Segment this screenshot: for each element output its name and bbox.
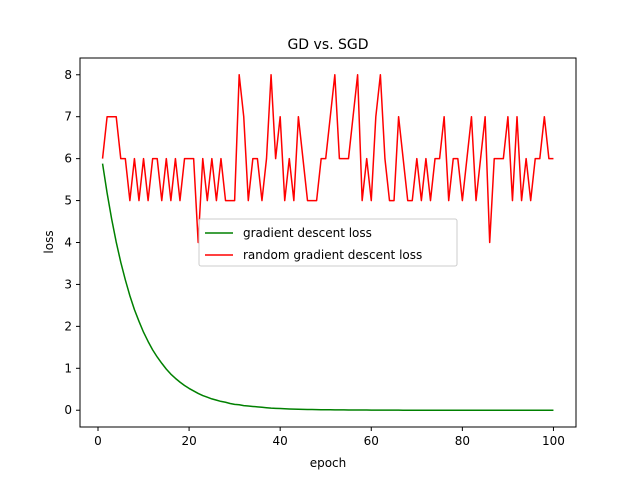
y-tick-label: 7 [64, 110, 72, 124]
chart-title: GD vs. SGD [287, 37, 368, 53]
axes-frame [79, 57, 577, 428]
series-line-gradient-descent [101, 163, 554, 411]
x-tick-label: 100 [542, 434, 565, 448]
x-axis: 0 20 40 60 80 100 [94, 427, 565, 448]
x-tick-label: 60 [364, 434, 379, 448]
x-axis-label: epoch [310, 456, 347, 470]
x-tick-label: 0 [94, 434, 102, 448]
y-tick-label: 8 [64, 68, 72, 82]
series-line-random-gradient-descent [101, 74, 554, 244]
y-axis-label: loss [42, 230, 56, 253]
y-tick-label: 1 [64, 361, 72, 375]
legend-box [198, 218, 458, 267]
x-tick-label: 40 [273, 434, 288, 448]
legend: gradient descent loss random gradient des… [198, 218, 458, 267]
y-tick-label: 4 [64, 236, 72, 250]
y-tick-label: 6 [64, 152, 72, 166]
x-tick-label: 80 [455, 434, 470, 448]
y-tick-label: 0 [64, 403, 72, 417]
series-lines [101, 74, 554, 411]
x-tick-label: 20 [181, 434, 196, 448]
legend-label: gradient descent loss [243, 226, 372, 240]
y-tick-label: 3 [64, 277, 72, 291]
y-tick-label: 5 [64, 194, 72, 208]
legend-label: random gradient descent loss [243, 248, 422, 262]
y-tick-label: 2 [64, 319, 72, 333]
y-axis: 0 1 2 3 4 5 6 7 8 [64, 68, 80, 417]
